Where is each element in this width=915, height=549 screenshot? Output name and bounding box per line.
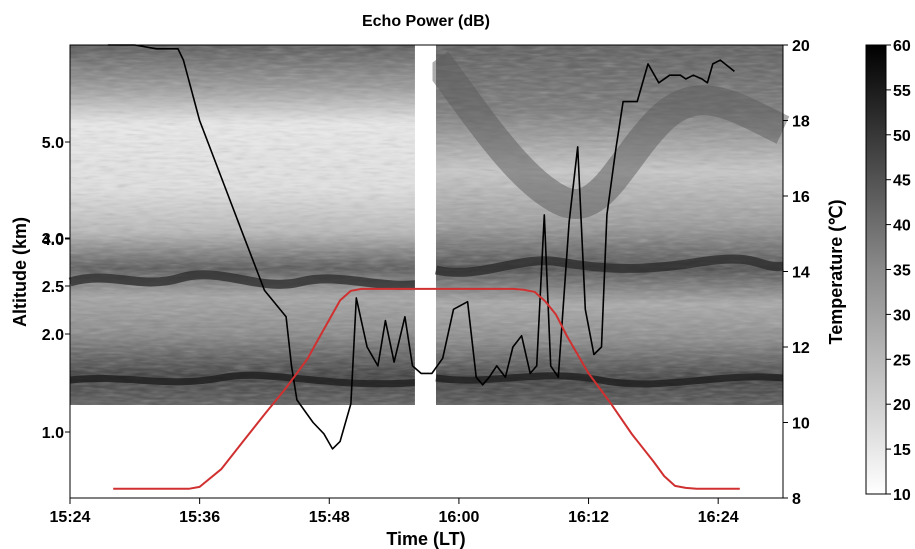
- temperature-tick-label: 16: [792, 189, 810, 206]
- colorbar-tick-label: 35: [893, 263, 911, 280]
- temperature-tick-label: 18: [792, 114, 810, 131]
- x-tick-label: 15:24: [50, 509, 91, 526]
- x-axis-label: Time (LT): [386, 529, 465, 549]
- colorbar-tick-label: 15: [893, 442, 911, 459]
- echo-layer-band-left: [68, 270, 423, 290]
- chart-title: Echo Power (dB): [362, 13, 490, 30]
- temperature-tick-label: 20: [792, 38, 810, 55]
- altitude-tick-label: 5.0: [42, 135, 64, 152]
- altitude-tick-label: 3.0: [42, 231, 64, 248]
- colorbar-tick-label: 60: [893, 38, 911, 55]
- echo-top-dark-right: [423, 51, 790, 219]
- altitude-tick-label: 4.0: [42, 232, 64, 249]
- temperature-tick-label: 10: [792, 416, 810, 433]
- temperature-tick-label: 12: [792, 340, 810, 357]
- altitude-tick-label: 1.0: [42, 425, 64, 442]
- altitude-line: [113, 287, 740, 490]
- echo-low-band-left: [69, 371, 423, 388]
- x-tick-label: 15:36: [179, 509, 220, 526]
- altitude-tick-label: 2.0: [42, 327, 64, 344]
- x-tick-label: 16:12: [568, 509, 609, 526]
- data-gap: [414, 45, 433, 405]
- colorbar-tick-label: 50: [893, 128, 911, 145]
- colorbar-tick-label: 40: [893, 218, 911, 235]
- colorbar-tick-label: 10: [893, 487, 911, 504]
- colorbar-tick-label: 30: [893, 307, 911, 324]
- colorbar-tick-label: 45: [893, 173, 911, 190]
- colorbar-scale: [865, 44, 887, 495]
- echo-layer-band-right: [435, 254, 784, 277]
- x-tick-label: 16:00: [438, 509, 479, 526]
- x-tick-label: 15:48: [309, 509, 350, 526]
- echo-texture-left: [70, 45, 422, 405]
- temperature-tick-label: 14: [792, 265, 810, 282]
- colorbar-tick-label: 55: [893, 83, 911, 100]
- right-axis-label: Temperature (℃): [826, 200, 846, 345]
- altitude-tick-label: 2.5: [42, 279, 64, 296]
- temperature-tick-label: 8: [792, 491, 801, 508]
- left-axis-label: Altitude (km): [10, 217, 30, 327]
- x-tick-label: 16:24: [698, 509, 739, 526]
- colorbar-tick-label: 25: [893, 352, 911, 369]
- colorbar-tick-label: 20: [893, 397, 911, 414]
